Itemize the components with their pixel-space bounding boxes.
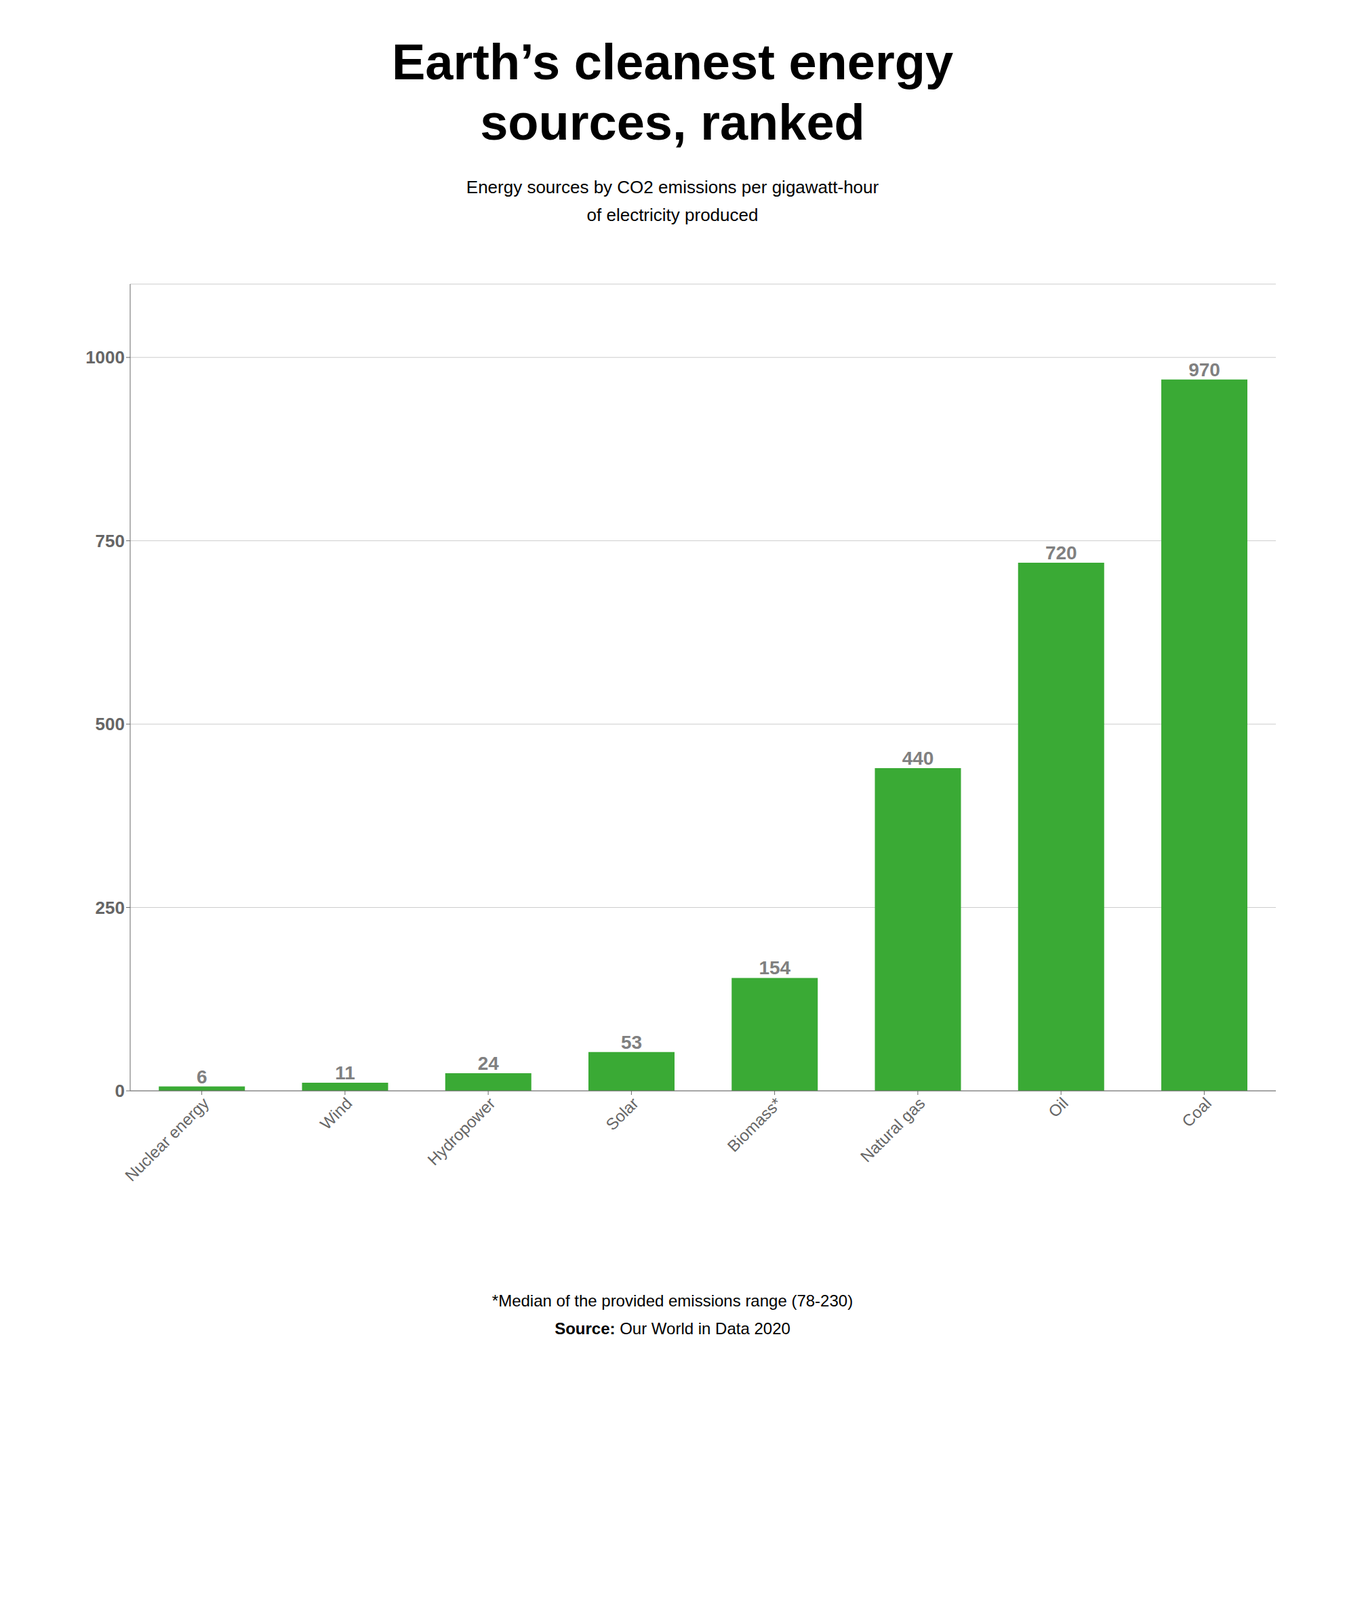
svg-text:500: 500 [95,713,125,735]
svg-text:970: 970 [1188,358,1221,380]
svg-text:750: 750 [95,530,125,552]
svg-text:Wind: Wind [316,1093,356,1133]
svg-text:Biomass*: Biomass* [723,1093,786,1156]
svg-text:6: 6 [196,1065,208,1087]
svg-text:Solar: Solar [601,1093,642,1134]
html-text:sources, ranked: sources, ranked [480,94,865,151]
svg-text:Natural gas: Natural gas [856,1093,929,1166]
svg-text:720: 720 [1045,542,1078,564]
svg-text:250: 250 [95,897,125,918]
svg-text:11: 11 [334,1062,356,1084]
html-text:Earth’s cleanest energy: Earth’s cleanest energy [391,33,954,91]
svg-text:440: 440 [902,747,935,769]
svg-text:Coal: Coal [1178,1093,1215,1131]
svg-text:0: 0 [115,1080,125,1101]
svg-text:154: 154 [758,957,791,979]
html-text:Source: Our World in Data 2020: Source: Our World in Data 2020 [554,1318,791,1338]
svg-text:24: 24 [477,1052,500,1074]
svg-text:53: 53 [620,1031,642,1053]
svg-text:Hydropower: Hydropower [423,1093,499,1169]
html-text:*Median of the provided emissi: *Median of the provided emissions range … [492,1291,853,1310]
svg-text:Nuclear energy: Nuclear energy [121,1093,213,1185]
html-text:Energy sources by CO2 emission: Energy sources by CO2 emissions per giga… [466,176,879,198]
svg-text:Oil: Oil [1044,1093,1072,1121]
svg-text:1000: 1000 [85,347,125,368]
html-text:of electricity produced: of electricity produced [586,204,759,226]
